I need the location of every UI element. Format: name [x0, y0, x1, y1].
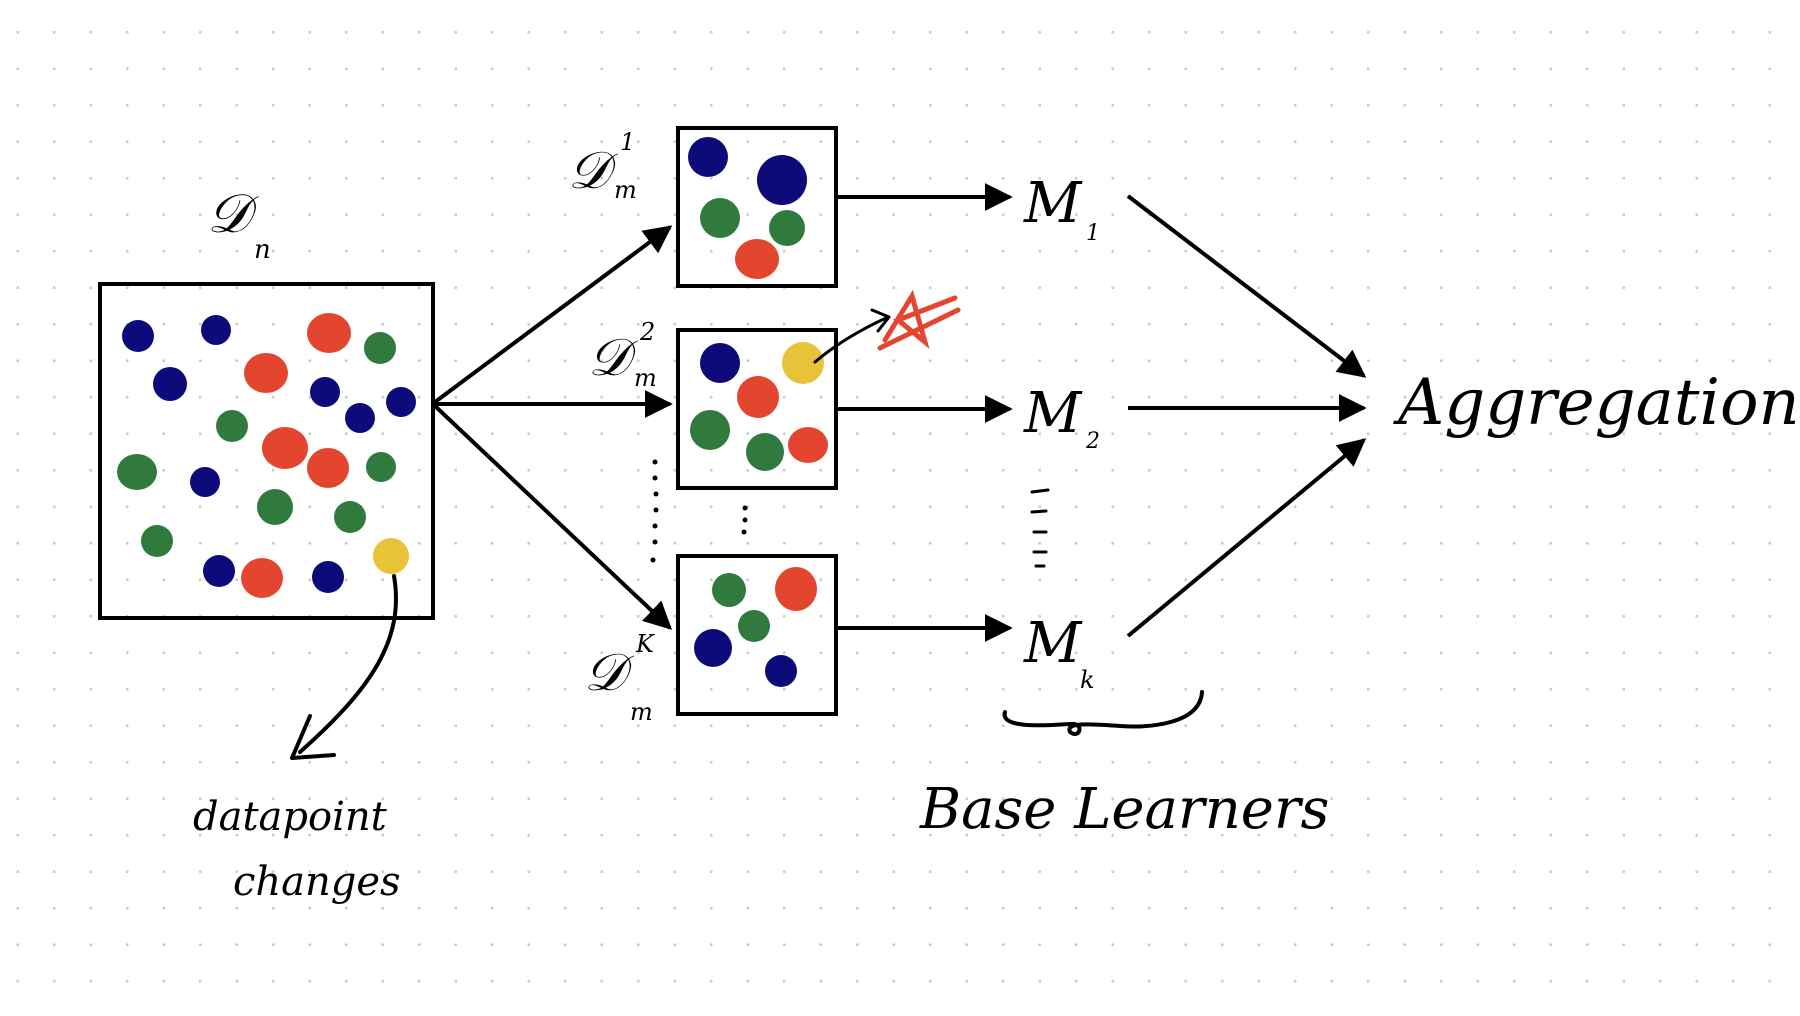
data-point	[712, 573, 746, 607]
data-point	[735, 239, 779, 279]
arrow-to-subset-1	[433, 225, 673, 404]
full-dataset-label-subscript: n	[254, 235, 271, 265]
data-point	[241, 558, 283, 598]
model-k-label: M	[1023, 611, 1083, 676]
data-point	[765, 655, 797, 687]
train-arrows	[838, 183, 1013, 642]
data-point	[307, 448, 349, 488]
subset-2: 𝒟 2 m	[588, 289, 961, 490]
model-2-label: M	[1023, 381, 1083, 446]
data-point	[345, 403, 375, 433]
changed-data-point	[373, 538, 409, 574]
aggregation-label: Aggregation	[1393, 366, 1800, 440]
data-point	[386, 387, 416, 417]
annotation-line-2: changes	[233, 859, 401, 905]
data-point	[775, 567, 817, 611]
subset-k-box	[676, 554, 838, 716]
arrow-to-subset-k	[433, 404, 673, 630]
data-point	[738, 610, 770, 642]
data-point	[117, 454, 157, 490]
data-point	[201, 315, 231, 345]
subset-k-label: 𝒟	[584, 643, 634, 703]
subset-2-subscript: m	[634, 364, 657, 392]
model-1-label: M	[1023, 171, 1083, 236]
red-x-icon	[877, 289, 961, 351]
full-dataset-label: 𝒟	[207, 182, 259, 245]
model-1-subscript: 1	[1086, 221, 1100, 246]
annotation-line-1: datapoint	[193, 794, 388, 840]
ellipsis-dots	[650, 459, 748, 563]
subset-k-subscript: m	[630, 698, 653, 726]
model-k-subscript: k	[1080, 666, 1095, 694]
data-point	[244, 353, 288, 393]
subset-1-subscript: m	[614, 176, 637, 204]
subset-k-superscript: K	[635, 630, 656, 658]
data-point	[690, 410, 730, 450]
data-point	[746, 433, 784, 471]
data-point	[364, 332, 396, 364]
data-point	[334, 501, 366, 533]
subset-1-label: 𝒟	[568, 141, 618, 201]
data-point	[757, 155, 807, 205]
subset-1-superscript: 1	[620, 128, 635, 156]
data-point	[122, 320, 154, 352]
data-point	[307, 313, 351, 353]
model-2-subscript: 2	[1085, 429, 1100, 454]
subset-1-box	[676, 126, 838, 288]
subset-1: 𝒟 1 m	[568, 126, 838, 288]
subset-2-superscript: 2	[639, 318, 655, 346]
changed-data-point	[782, 342, 824, 384]
full-dataset: 𝒟 n	[98, 182, 435, 620]
arrow-from-model-1	[1126, 194, 1367, 378]
data-point	[737, 376, 779, 418]
data-point	[257, 489, 293, 525]
data-point	[141, 525, 173, 557]
aggregate-arrows	[1126, 194, 1367, 638]
invalidate-arrow	[813, 316, 888, 364]
data-point	[694, 629, 732, 667]
models-ellipsis	[1030, 488, 1050, 568]
base-learners-label: Base Learners	[919, 777, 1329, 842]
split-arrows	[433, 225, 673, 630]
data-point	[312, 561, 344, 593]
models: M 1 M 2 M k Base Learners	[919, 171, 1329, 842]
data-point	[190, 467, 220, 497]
data-point	[788, 427, 828, 463]
subset-2-label: 𝒟	[588, 328, 638, 388]
subset-2-box	[676, 328, 838, 490]
arrowhead-icon	[870, 308, 891, 333]
data-point	[153, 367, 187, 401]
data-point	[310, 377, 340, 407]
full-dataset-points	[117, 313, 416, 598]
arrowhead-icon	[290, 714, 336, 760]
data-point	[700, 198, 740, 238]
data-point	[769, 210, 805, 246]
curved-arrow	[298, 574, 398, 754]
full-dataset-box	[98, 282, 435, 620]
data-point	[366, 452, 396, 482]
arrow-from-model-k	[1126, 438, 1367, 638]
data-point	[700, 343, 740, 383]
data-point	[216, 410, 248, 442]
datapoint-changes-annotation: datapoint changes	[193, 574, 401, 905]
data-point	[262, 427, 308, 469]
base-learners-brace	[1002, 690, 1204, 736]
data-point	[688, 137, 728, 177]
data-point	[203, 555, 235, 587]
